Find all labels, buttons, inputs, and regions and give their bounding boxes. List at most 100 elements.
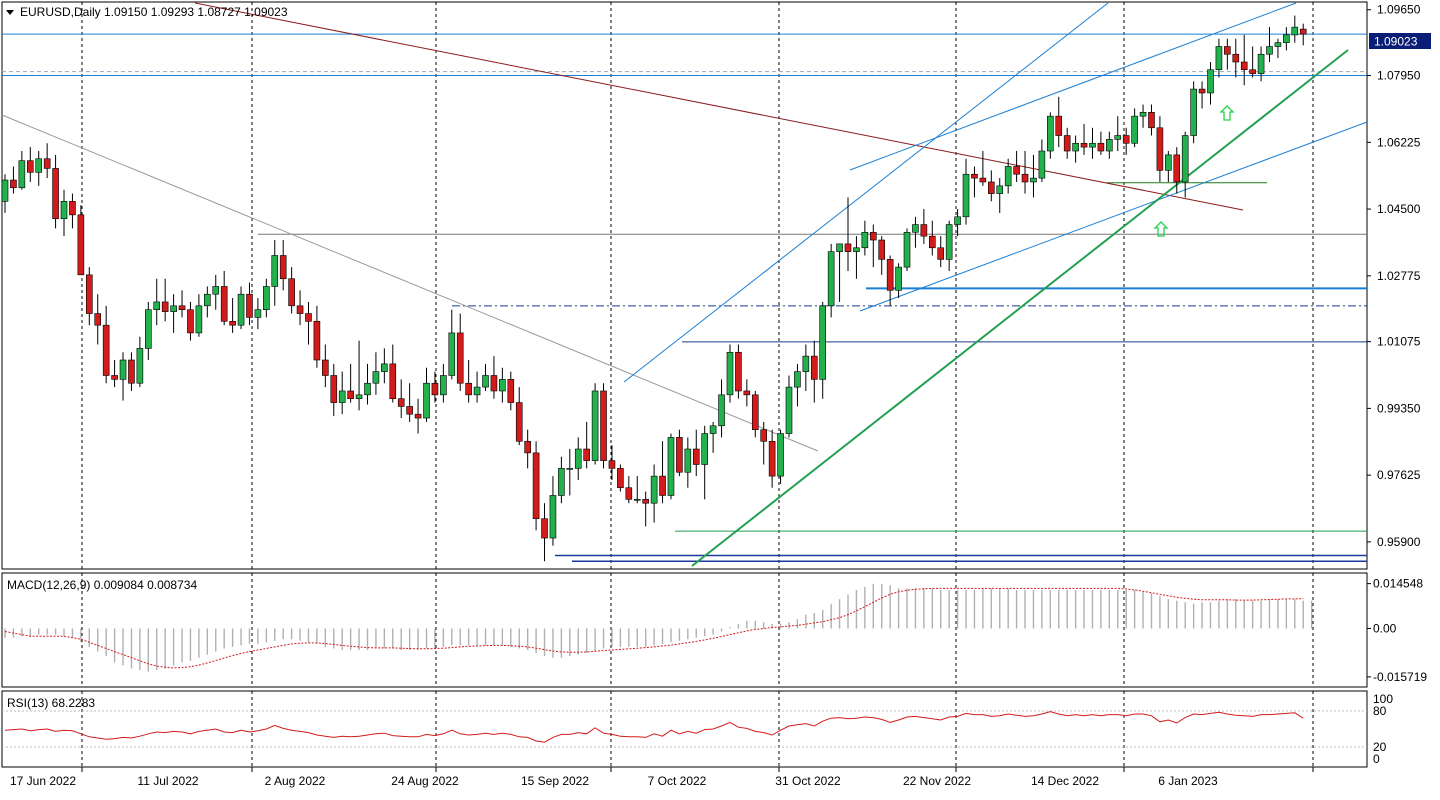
y-tick-label: 1.06225 — [1377, 135, 1421, 149]
candle-body — [35, 158, 43, 173]
candle-body — [322, 359, 329, 376]
candle-body — [178, 305, 186, 310]
x-tick-label: 31 Oct 2022 — [775, 774, 841, 788]
candle-body — [692, 448, 700, 465]
x-tick-label: 7 Oct 2022 — [648, 774, 707, 788]
candle-body — [532, 452, 540, 519]
candle-body — [381, 363, 388, 372]
rsi-pane[interactable] — [1, 690, 1368, 768]
candle-body — [170, 305, 177, 312]
y-tick-label: 0.97625 — [1377, 468, 1421, 482]
candle-body — [1283, 34, 1290, 43]
candle-body — [195, 305, 203, 334]
macd-pane[interactable] — [1, 572, 1368, 688]
candle-body — [920, 224, 928, 237]
candle-body — [751, 394, 759, 430]
price-pane[interactable] — [1, 1, 1368, 570]
candle-body — [288, 278, 295, 307]
candle-body — [650, 475, 658, 504]
candle-body — [1131, 115, 1138, 144]
candle-body — [853, 247, 860, 252]
candle-body — [541, 518, 548, 539]
candle-body — [1106, 139, 1113, 152]
dark-red-trendline — [194, 2, 1244, 211]
vertical-grid — [81, 2, 1314, 767]
candle-body — [886, 259, 894, 291]
candle-body — [802, 355, 810, 372]
candle-body — [246, 293, 253, 318]
candle-body — [128, 359, 135, 384]
candle-body — [448, 332, 456, 376]
buy-arrow-icon — [1219, 105, 1235, 121]
y-tick-label: 1.04500 — [1377, 202, 1421, 216]
candle-body — [1013, 166, 1020, 175]
buy-arrow-icon — [1153, 221, 1169, 237]
rsi-header: RSI(13) 68.2283 — [7, 696, 95, 710]
x-tick-label: 2 Aug 2022 — [265, 774, 326, 788]
candle-body — [709, 425, 717, 434]
candle-body — [810, 355, 818, 380]
x-tick-label: 11 Jul 2022 — [137, 774, 198, 788]
candle-body — [1055, 115, 1063, 136]
candle-body — [515, 402, 523, 442]
rsi-indicator — [2, 710, 1367, 748]
candle-body — [1148, 112, 1155, 129]
candle-body — [102, 324, 110, 376]
candle-body — [819, 305, 827, 380]
y-tick-label: 1.09650 — [1377, 3, 1421, 17]
candle-body — [26, 160, 34, 173]
green-uptrend-line — [691, 49, 1349, 567]
candle-body — [836, 243, 843, 252]
candle-body — [145, 309, 152, 349]
candle-body — [1072, 142, 1079, 152]
candle-body — [465, 382, 472, 396]
candle-body — [507, 379, 515, 403]
candle-body — [254, 309, 262, 318]
candle-body — [566, 468, 574, 470]
trendline-drawings — [1, 2, 1368, 567]
candle-body — [1, 179, 9, 202]
candle-body — [212, 286, 220, 295]
candle-body — [735, 351, 742, 392]
current-price-tag — [1369, 33, 1431, 49]
candle-body — [996, 185, 1004, 194]
candle-body — [912, 224, 919, 233]
candle-body — [954, 216, 961, 225]
candle-body — [633, 499, 641, 501]
x-tick-label: 6 Jan 2023 — [1158, 774, 1218, 788]
candle-body — [279, 255, 287, 280]
candle-body — [1173, 154, 1181, 183]
candle-body — [827, 251, 835, 307]
rsi-line — [4, 711, 1304, 743]
candle-body — [903, 231, 911, 268]
current-price-label: 1.09023 — [1374, 35, 1418, 49]
candle-body — [136, 348, 144, 384]
candle-body — [583, 448, 590, 461]
candle-body — [928, 235, 936, 249]
symbol-menu-triangle-icon[interactable] — [6, 10, 14, 15]
candle-body — [10, 179, 17, 189]
candle-body — [1190, 88, 1197, 136]
candle-body — [667, 437, 675, 496]
candle-body — [77, 214, 85, 276]
candle-body — [1257, 53, 1265, 74]
macd-y-tick-label: 0.00 — [1373, 621, 1397, 635]
grey-downtrend-line — [1, 114, 819, 452]
candle-body — [785, 386, 793, 434]
rsi-y-tick-label: 0 — [1373, 752, 1380, 766]
candle-body — [229, 321, 236, 326]
candle-body — [1063, 135, 1071, 152]
candle-body — [111, 375, 118, 380]
channel-lower-line — [859, 121, 1368, 312]
channel-middle-line — [849, 2, 1297, 171]
candle-body — [768, 440, 776, 477]
candle-body — [372, 371, 380, 384]
y-tick-label: 1.02775 — [1377, 269, 1421, 283]
candle-body — [549, 495, 557, 539]
candle-body — [1207, 69, 1214, 94]
candle-body — [844, 243, 852, 252]
candle-body — [187, 309, 194, 334]
y-tick-label: 1.07950 — [1377, 69, 1421, 83]
